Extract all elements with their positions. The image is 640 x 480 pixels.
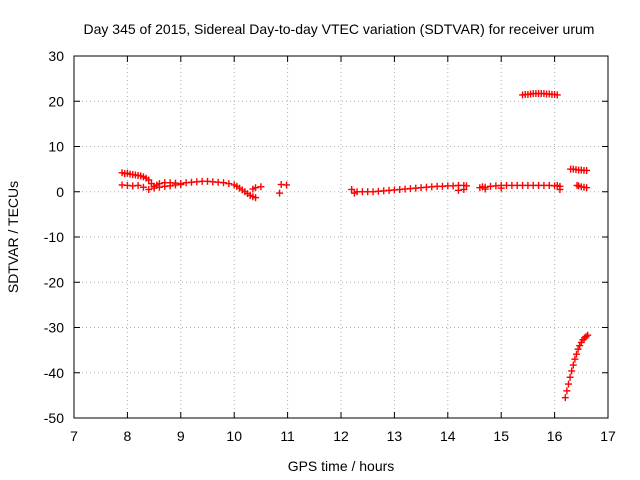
data-point [177, 181, 185, 189]
x-tick-label: 16 [547, 428, 563, 444]
x-tick-label: 9 [177, 428, 185, 444]
grid-lines [74, 56, 608, 418]
y-tick-label: -30 [44, 320, 64, 336]
data-points [118, 90, 592, 402]
data-point [252, 194, 260, 202]
x-tick-label: 8 [124, 428, 132, 444]
data-point [572, 350, 580, 358]
data-point [462, 182, 470, 190]
data-point [497, 184, 505, 192]
data-point [220, 179, 228, 187]
data-point [571, 355, 579, 363]
data-point [566, 373, 574, 381]
data-point [348, 185, 356, 193]
data-point [460, 185, 468, 193]
y-axis-label: SDTVAR / TECUs [5, 181, 21, 293]
data-point [584, 331, 592, 339]
y-tick-label: 30 [48, 48, 64, 64]
data-point [561, 394, 569, 402]
data-point [225, 180, 233, 188]
data-point [569, 361, 577, 369]
data-point [574, 345, 582, 353]
y-tick-label: 0 [56, 184, 64, 200]
data-point [150, 184, 158, 192]
y-tick-label: -50 [44, 410, 64, 426]
data-point [145, 176, 153, 184]
axis-ticks: 7 8 9 10 11 12 13 14 15 16 17 30 20 10 0 -10 -20 -30 -40 -5… [44, 48, 616, 444]
y-tick-label: 20 [48, 93, 64, 109]
y-tick-label: 10 [48, 139, 64, 155]
data-point [454, 186, 462, 194]
y-tick-label: -20 [44, 274, 64, 290]
x-tick-label: 12 [333, 428, 349, 444]
x-tick-label: 13 [387, 428, 403, 444]
x-tick-label: 7 [70, 428, 78, 444]
data-point [139, 183, 147, 191]
data-point [145, 185, 153, 193]
y-tick-label: -40 [44, 365, 64, 381]
x-tick-label: 15 [493, 428, 509, 444]
data-point [155, 183, 163, 191]
data-point [553, 91, 561, 99]
data-point [252, 184, 260, 192]
data-point [564, 380, 572, 388]
chart-title: Day 345 of 2015, Sidereal Day-to-day VTE… [84, 21, 595, 37]
data-point [166, 182, 174, 190]
x-tick-label: 17 [600, 428, 616, 444]
data-point [568, 367, 576, 375]
x-tick-label: 11 [280, 428, 295, 444]
data-point [583, 166, 591, 174]
x-tick-label: 10 [226, 428, 242, 444]
x-axis-label: GPS time / hours [288, 458, 395, 474]
data-point [563, 387, 571, 395]
data-point [481, 185, 489, 193]
data-point [582, 333, 590, 341]
data-point [576, 342, 584, 350]
data-point [556, 185, 564, 193]
data-point [134, 181, 142, 189]
y-tick-label: -10 [44, 229, 64, 245]
data-point [257, 183, 265, 191]
x-tick-label: 14 [440, 428, 456, 444]
data-point [276, 189, 284, 197]
data-point [283, 181, 291, 189]
data-point [583, 184, 591, 192]
